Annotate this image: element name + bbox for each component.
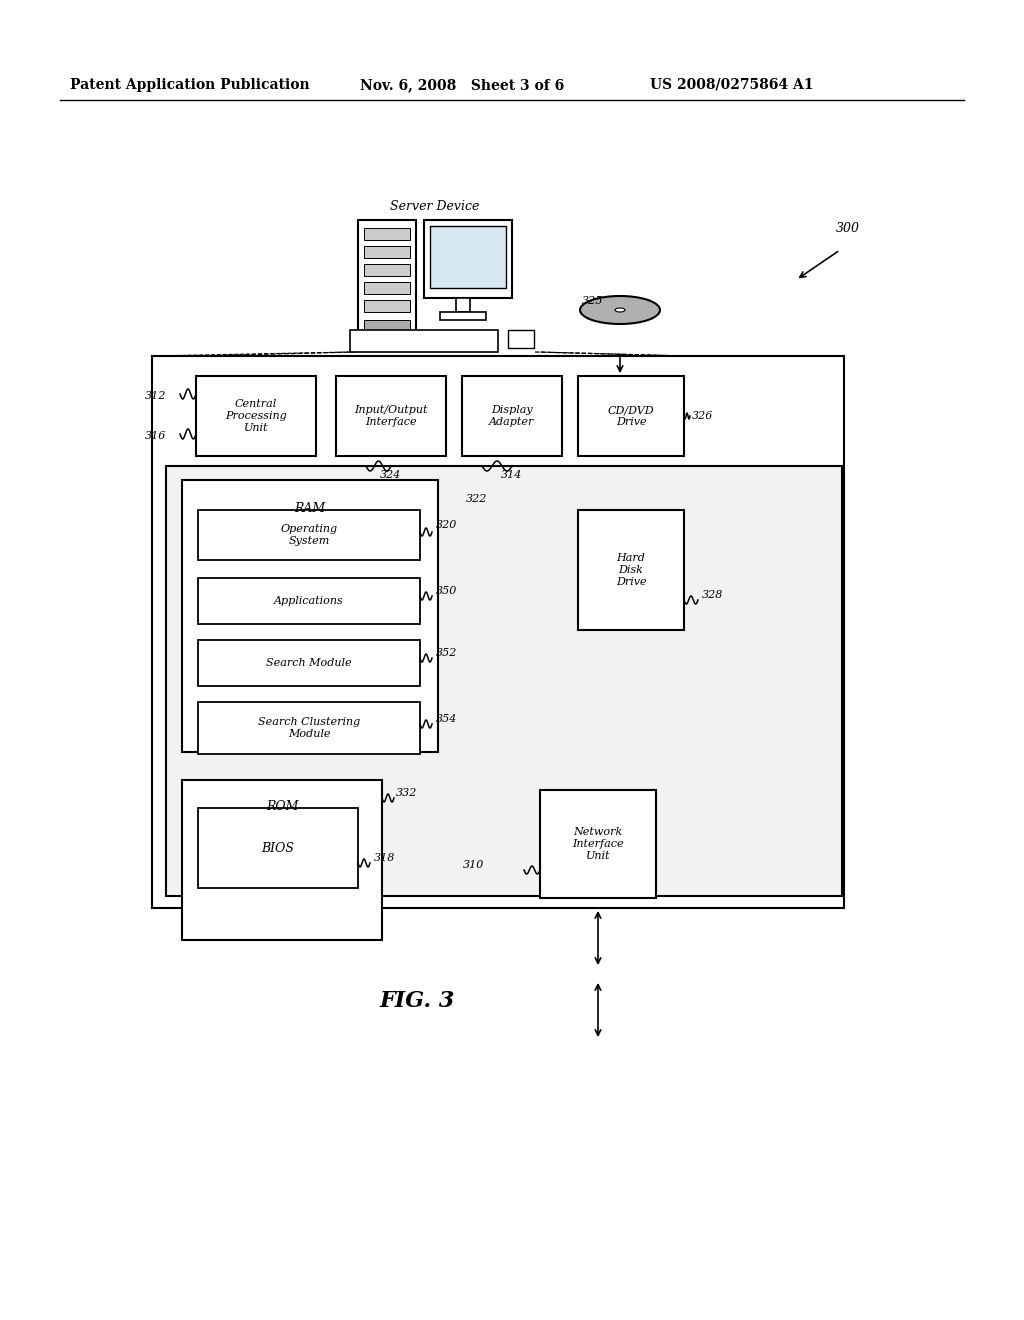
Text: Applications: Applications [274, 597, 344, 606]
Ellipse shape [580, 296, 660, 323]
Text: Network
Interface
Unit: Network Interface Unit [572, 828, 624, 861]
Ellipse shape [615, 308, 625, 312]
Bar [430, 226, 506, 288]
Text: 326: 326 [692, 411, 714, 421]
Bar [440, 312, 486, 319]
Bar [364, 282, 410, 294]
Text: 325: 325 [582, 296, 603, 306]
Text: Hard
Disk
Drive: Hard Disk Drive [615, 553, 646, 586]
Text: 310: 310 [463, 861, 484, 870]
Bar [508, 330, 534, 348]
Text: BIOS: BIOS [261, 842, 295, 854]
Bar [462, 376, 562, 455]
Text: 332: 332 [396, 788, 418, 799]
Bar [578, 510, 684, 630]
Bar [182, 780, 382, 940]
Bar [424, 220, 512, 298]
Text: Operating
System: Operating System [281, 524, 338, 545]
Text: US 2008/0275864 A1: US 2008/0275864 A1 [650, 78, 813, 92]
Bar [196, 376, 316, 455]
Text: Input/Output
Interface: Input/Output Interface [354, 405, 428, 426]
Text: Central
Processing
Unit: Central Processing Unit [225, 400, 287, 433]
Bar [364, 319, 410, 330]
Text: CD/DVD
Drive: CD/DVD Drive [607, 405, 654, 426]
Bar [364, 264, 410, 276]
Text: Patent Application Publication: Patent Application Publication [70, 78, 309, 92]
Bar [578, 376, 684, 455]
Text: 324: 324 [380, 470, 401, 480]
Text: 314: 314 [502, 470, 522, 480]
Bar [198, 640, 420, 686]
Text: 328: 328 [702, 590, 723, 601]
Bar [198, 702, 420, 754]
Text: Search Module: Search Module [266, 657, 352, 668]
Text: ROM: ROM [266, 800, 298, 813]
Bar [182, 480, 438, 752]
Text: FIG. 3: FIG. 3 [380, 990, 456, 1012]
Bar [364, 228, 410, 240]
Text: Search Clustering
Module: Search Clustering Module [258, 717, 360, 739]
Bar [198, 510, 420, 560]
Text: 300: 300 [836, 222, 860, 235]
Text: Nov. 6, 2008   Sheet 3 of 6: Nov. 6, 2008 Sheet 3 of 6 [360, 78, 564, 92]
Bar [152, 356, 844, 908]
Bar [198, 808, 358, 888]
Text: 354: 354 [436, 714, 458, 723]
Bar [336, 376, 446, 455]
Bar [364, 246, 410, 257]
Text: RAM: RAM [295, 502, 326, 515]
Bar [166, 466, 842, 896]
Text: 350: 350 [436, 586, 458, 597]
Text: 322: 322 [466, 494, 487, 504]
Bar [350, 330, 498, 352]
Text: 318: 318 [374, 853, 395, 863]
Text: 352: 352 [436, 648, 458, 657]
Text: 312: 312 [144, 391, 166, 401]
Bar [540, 789, 656, 898]
Bar [456, 298, 470, 312]
Bar [364, 300, 410, 312]
Text: 320: 320 [436, 520, 458, 531]
Bar [198, 578, 420, 624]
Text: 316: 316 [144, 432, 166, 441]
Text: Server Device: Server Device [390, 201, 479, 213]
Bar [358, 220, 416, 341]
Text: Display
Adapter: Display Adapter [489, 405, 535, 426]
